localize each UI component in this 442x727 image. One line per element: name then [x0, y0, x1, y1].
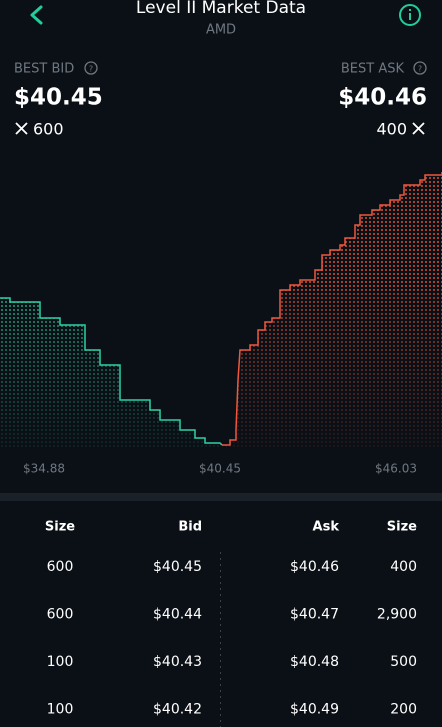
ask-price: $40.46 — [290, 559, 339, 575]
column-header: Ask — [313, 520, 340, 535]
best-ask-label: BEST ASK — [341, 62, 405, 77]
column-header: Size — [387, 520, 417, 535]
column-header: Bid — [178, 520, 202, 535]
ask-size: 500 — [390, 654, 417, 670]
bid-size: 100 — [47, 654, 74, 670]
price-label: $46.03 — [375, 462, 417, 476]
best-ask-size: 400 — [376, 120, 407, 139]
price-label: $34.88 — [23, 462, 65, 476]
help-icon[interactable]: ? — [413, 61, 427, 75]
ask-price: $40.48 — [290, 654, 339, 670]
bid-size: 600 — [47, 607, 74, 623]
bid-price: $40.44 — [153, 607, 202, 623]
bid-price: $40.42 — [153, 702, 202, 718]
column-header: Size — [45, 520, 75, 535]
best-bid-label: BEST BID — [14, 62, 74, 77]
svg-text:?: ? — [418, 65, 422, 74]
bid-size: 600 — [47, 559, 74, 575]
depth-fade — [0, 290, 442, 450]
divider — [0, 493, 442, 501]
ticker: AMD — [206, 23, 236, 38]
ask-size: 400 — [390, 559, 417, 575]
bid-price: $40.45 — [153, 559, 202, 575]
bid-depth-line — [0, 297, 223, 446]
price-label: $40.45 — [199, 462, 241, 476]
ask-depth-line — [222, 172, 442, 446]
order-book-table: Size Bid Ask Size 600 $40.45 $40.46 400 600 $… — [45, 520, 417, 727]
times-icon — [412, 122, 425, 135]
svg-text:?: ? — [89, 65, 93, 74]
bid-price: $40.43 — [153, 654, 202, 670]
ask-price: $40.47 — [290, 607, 339, 623]
times-icon — [15, 122, 28, 135]
bid-size: 100 — [47, 702, 74, 718]
ask-size: 2,900 — [377, 607, 417, 623]
screen-title: Level II Market Data — [136, 0, 306, 18]
best-bid-price: $40.45 — [14, 85, 103, 111]
back-button[interactable] — [30, 5, 43, 25]
ask-size: 200 — [390, 702, 417, 718]
ask-price: $40.49 — [290, 702, 339, 718]
depth-chart — [0, 172, 442, 450]
best-bid-size: 600 — [33, 120, 64, 139]
info-button[interactable] — [399, 4, 421, 26]
best-ask-price: $40.46 — [338, 85, 427, 111]
help-icon[interactable]: ? — [84, 61, 98, 75]
